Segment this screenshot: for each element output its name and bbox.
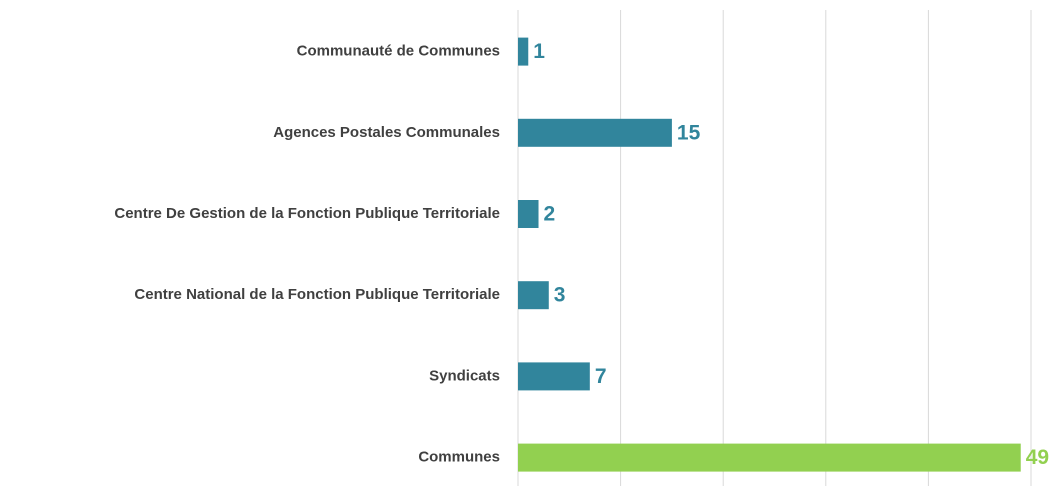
bar — [518, 281, 549, 310]
value-label: 7 — [595, 365, 607, 388]
bar — [518, 37, 529, 66]
value-label: 15 — [677, 121, 701, 144]
value-label: 1 — [533, 40, 545, 63]
category-label: Communes — [418, 449, 500, 466]
category-label: Syndicats — [429, 367, 500, 384]
bar — [518, 200, 539, 228]
category-label: Communauté de Communes — [297, 43, 500, 60]
bar — [518, 362, 590, 391]
bar — [518, 443, 1021, 472]
category-label: Centre De Gestion de la Fonction Publiqu… — [114, 205, 500, 222]
category-label: Agences Postales Communales — [273, 124, 500, 141]
bar — [518, 118, 672, 147]
category-label: Centre National de la Fonction Publique … — [134, 286, 500, 303]
value-label: 3 — [554, 284, 566, 307]
value-label: 2 — [544, 203, 556, 226]
value-label: 49 — [1026, 446, 1049, 469]
